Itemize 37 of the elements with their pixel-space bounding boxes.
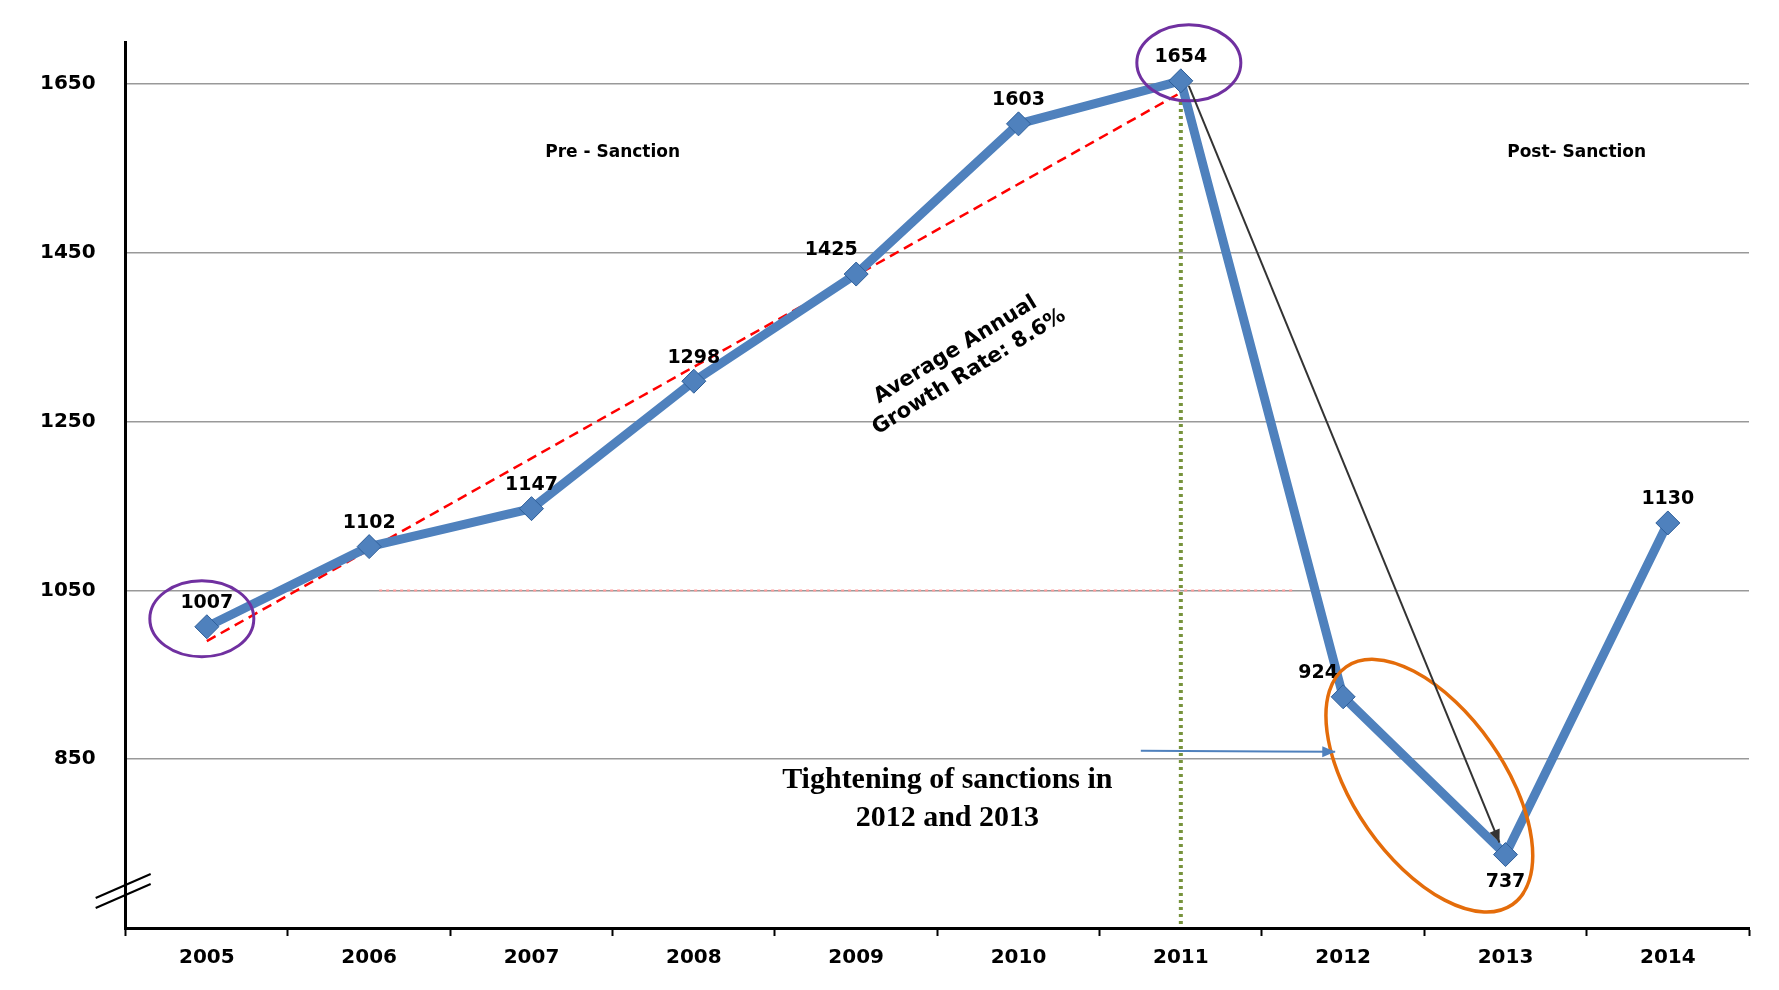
x-tick-label: 2014 [1640, 944, 1696, 969]
x-tick-label: 2008 [666, 944, 722, 969]
data-label: 1654 [1154, 44, 1208, 67]
point [1006, 111, 1031, 137]
data-label: 1007 [180, 590, 234, 613]
point [519, 496, 544, 522]
y-tick-label: 1450 [39, 239, 96, 264]
point [681, 368, 707, 394]
y-tick-label: 850 [53, 745, 96, 770]
data-label: 1130 [1641, 486, 1695, 509]
annotation: Tightening of sanctions in 2012 and 2013 [782, 761, 1113, 833]
annotation: Post- Sanction [1507, 141, 1647, 162]
point [1168, 68, 1194, 94]
x-tick-label: 2013 [1477, 944, 1534, 969]
y-tick-label: 1650 [39, 70, 96, 95]
x-tick-label: 2006 [341, 944, 397, 969]
data-label: 737 [1485, 869, 1526, 892]
y-tick-label: 1050 [39, 576, 96, 601]
x-tick-label: 2011 [1153, 944, 1209, 969]
x-tick-label: 2005 [178, 944, 235, 969]
point [1330, 684, 1356, 710]
x-tick-label: 2009 [828, 944, 884, 969]
x-tick-label: 2007 [503, 944, 560, 969]
y-tick-label: 1250 [39, 407, 96, 432]
point [1493, 842, 1518, 868]
data-label: 1425 [804, 237, 858, 260]
point [194, 614, 220, 640]
annotation: Pre - Sanction [545, 141, 681, 162]
x-tick-label: 2012 [1315, 944, 1371, 969]
data-label: 1102 [342, 510, 396, 533]
data-label: 1147 [505, 472, 558, 495]
data-label: 1603 [992, 87, 1045, 110]
point [1655, 510, 1681, 536]
data-label: 1298 [667, 344, 721, 367]
x-tick-label: 2010 [990, 944, 1047, 969]
point [356, 534, 382, 560]
point [843, 261, 869, 287]
